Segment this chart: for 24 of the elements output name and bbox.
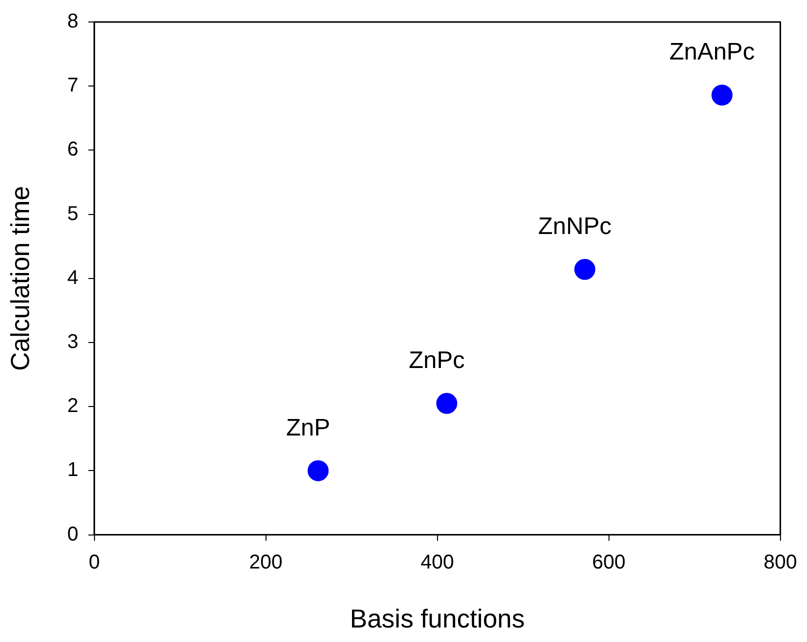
- y-tick-label: 3: [67, 331, 78, 354]
- y-axis-title: Calculation time: [4, 186, 35, 371]
- x-tick-label: 400: [420, 551, 454, 574]
- y-tick-label: 7: [67, 74, 78, 97]
- x-tick-label: 200: [249, 551, 283, 574]
- point: [308, 460, 329, 482]
- point: [574, 258, 596, 280]
- y-tick-label: 0: [67, 523, 78, 546]
- x-tick-label: 600: [592, 551, 626, 574]
- y-tick-label: 1: [67, 459, 78, 482]
- x-tick-label: 0: [88, 551, 100, 574]
- x-axis-title: Basis functions: [350, 604, 525, 634]
- point: [436, 392, 458, 414]
- y-tick-label: 6: [67, 138, 78, 161]
- y-tick-label: 4: [67, 266, 78, 289]
- annotation: ZnP: [286, 414, 330, 442]
- y-tick-label: 2: [67, 395, 78, 418]
- annotation: ZnPc: [408, 347, 465, 374]
- y-tick-label: 8: [67, 10, 78, 33]
- y-tick-label: 5: [67, 202, 78, 225]
- annotation: ZnAnPc: [669, 38, 755, 66]
- point: [712, 84, 733, 106]
- annotation: ZnNPc: [538, 213, 612, 240]
- x-tick-label: 800: [764, 551, 798, 574]
